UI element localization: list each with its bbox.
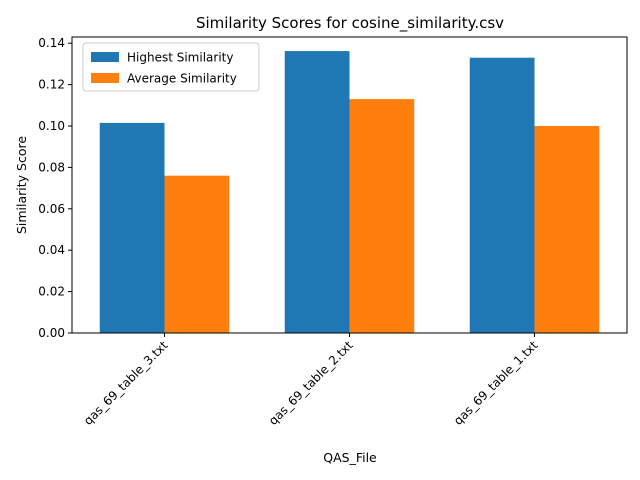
chart-title: Similarity Scores for cosine_similarity.…	[196, 14, 504, 33]
x-tick-label: qas_69_table_3.txt	[81, 338, 171, 428]
y-tick-label: 0.10	[38, 119, 65, 133]
y-tick-label: 0.14	[38, 36, 65, 50]
y-axis-label: Similarity Score	[14, 136, 29, 234]
bar-1-2	[284, 51, 350, 333]
y-tick-label: 0.12	[38, 78, 65, 92]
x-tick-label: qas_69_table_1.txt	[451, 338, 541, 428]
legend-label-2: Average Similarity	[127, 72, 237, 86]
y-tick-label: 0.06	[38, 202, 65, 216]
x-axis-label: QAS_File	[323, 450, 377, 465]
legend: Highest Similarity Average Similarity	[82, 42, 260, 92]
bar-1-3	[469, 57, 535, 333]
y-axis: 0.00 0.02 0.04 0.06 0.08 0.10 0.12 0.14	[38, 36, 72, 340]
bar-2-1	[164, 175, 230, 333]
bar-1-1	[99, 122, 165, 334]
bar-2-3	[534, 126, 600, 333]
bar-2-2	[349, 99, 415, 333]
bars-group	[99, 51, 600, 334]
legend-label-1: Highest Similarity	[127, 51, 233, 65]
y-tick-label: 0.00	[38, 326, 65, 340]
legend-box	[82, 42, 260, 92]
y-tick-label: 0.08	[38, 160, 65, 174]
legend-swatch-2	[91, 73, 119, 83]
x-axis: qas_69_table_3.txt qas_69_table_2.txt qas_…	[81, 333, 541, 428]
x-tick-label: qas_69_table_2.txt	[266, 338, 356, 428]
legend-swatch-1	[91, 52, 119, 62]
y-tick-label: 0.02	[38, 285, 65, 299]
y-tick-label: 0.04	[38, 243, 65, 257]
